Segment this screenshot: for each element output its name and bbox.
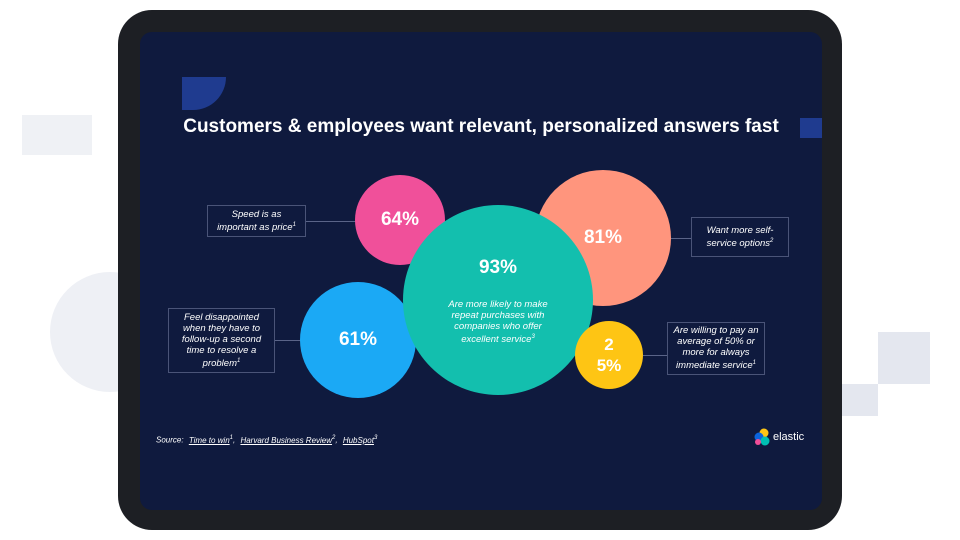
ref: 2 [332, 435, 336, 441]
bubble: 61% [300, 282, 416, 398]
bubble-value: 81% [583, 227, 623, 248]
caption-text: Want more self-service options [706, 224, 774, 250]
bubble: 93% Are more likely to make repeat purch… [403, 205, 593, 395]
logo-icon [754, 428, 770, 446]
source-link[interactable]: Harvard Business Review [240, 435, 333, 445]
connector [643, 355, 667, 356]
caption-text: Are willing to pay an average of 50% or … [673, 325, 759, 372]
bubble-value: 25% [596, 335, 622, 375]
caption-text: Are more likely to make repeat purchases… [448, 299, 548, 346]
ref: 3 [531, 334, 535, 340]
ref: 1 [236, 357, 241, 364]
bubble: 25% [575, 321, 643, 389]
source-link[interactable]: HubSpot [342, 435, 374, 445]
caption-box: Speed is as important as price1 [207, 205, 306, 237]
ref: 3 [373, 435, 378, 441]
ref: 1 [752, 360, 756, 367]
source-prefix: Source: [156, 435, 184, 445]
bubble-value: 64% [380, 209, 420, 230]
source-link[interactable]: Time to win [188, 435, 230, 445]
connector [275, 340, 305, 341]
decor [878, 332, 930, 384]
decor [182, 77, 226, 110]
logo: elastic [753, 428, 804, 446]
caption-text: Feel disappointed when they have to foll… [181, 311, 262, 370]
ref: 2 [770, 237, 774, 244]
caption-box: Are willing to pay an average of 50% or … [667, 322, 765, 375]
bubble-value: 93% [478, 257, 518, 278]
ref: 1 [292, 221, 296, 228]
decor [842, 384, 878, 416]
caption-text: Speed is as important as price [217, 208, 293, 234]
bubble-value: 61% [338, 329, 378, 350]
connector [306, 221, 356, 222]
caption-box: Feel disappointed when they have to foll… [168, 308, 275, 373]
title: Customers & employees want relevant, per… [183, 116, 779, 137]
decor [800, 118, 822, 138]
logo-text: elastic [773, 431, 805, 443]
caption-box: Want more self-service options2 [691, 217, 789, 257]
ref: 1 [229, 435, 233, 441]
decor [22, 115, 92, 155]
connector [665, 238, 691, 239]
bubble-caption: Are more likely to make repeat purchases… [440, 299, 556, 345]
source: Source: Time to win1, Harvard Business R… [156, 435, 378, 445]
slide: Customers & employees want relevant, per… [140, 32, 822, 510]
